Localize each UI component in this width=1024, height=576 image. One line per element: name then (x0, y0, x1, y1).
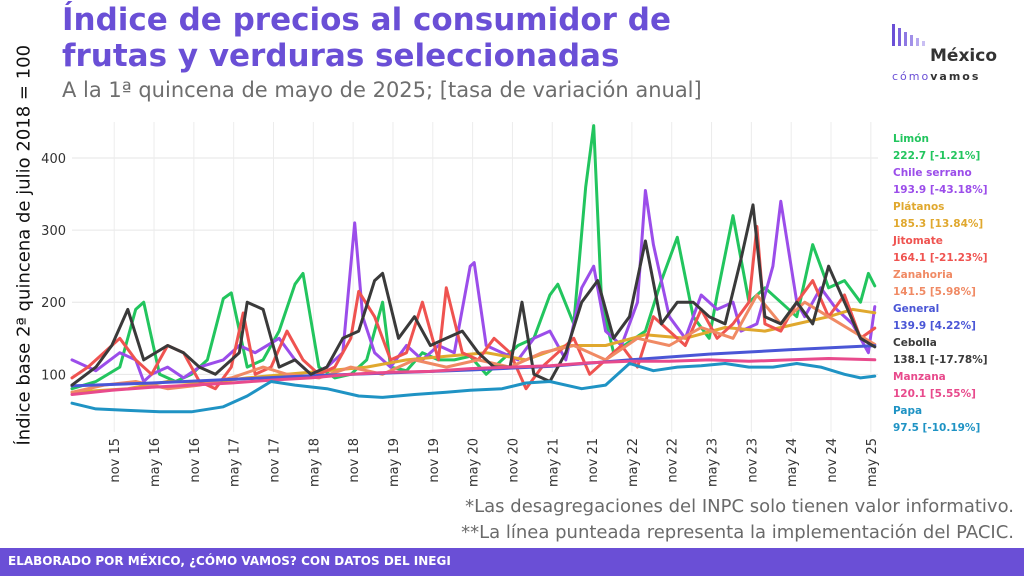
footer-text: ELABORADO POR MÉXICO, ¿CÓMO VAMOS? CON D… (8, 554, 451, 568)
footnotes: *Las desagregaciones del INPC solo tiene… (461, 494, 1014, 546)
x-tick-label: nov 16 (188, 438, 203, 483)
x-tick-label: may 23 (706, 438, 721, 487)
footer-bar: ELABORADO POR MÉXICO, ¿CÓMO VAMOS? CON D… (0, 548, 1024, 576)
series-line-cebolla (70, 203, 877, 387)
series-line-chile-serrano (70, 189, 877, 383)
x-tick-label: may 16 (148, 438, 163, 487)
series-line-manzana (70, 357, 877, 396)
x-tick-label: nov 17 (268, 438, 283, 483)
legend-series-name: Zanahoria (893, 269, 953, 281)
x-tick-label: may 18 (307, 438, 322, 487)
x-tick-label: may 17 (228, 438, 243, 487)
logo-subtitle: cómovamos (892, 70, 981, 83)
legend-series-value: 97.5 [-10.19%] (893, 422, 981, 434)
x-tick-label: may 22 (626, 438, 641, 487)
legend: Limón 222.7 [-1.21%] Chile serrano 193.9 [-… (893, 131, 1023, 437)
legend-series-value: 141.5 [5.98%] (893, 286, 976, 298)
note-2: **La línea punteada representa la implem… (461, 522, 1014, 543)
chart-title: Índice de precios al consumidor de fruta… (62, 2, 671, 74)
legend-series-name: Limón (893, 133, 929, 145)
chart-subtitle: A la 1ª quincena de mayo de 2025; [tasa … (62, 78, 702, 102)
x-tick-label: nov 21 (586, 438, 601, 483)
logo-word: México (930, 46, 997, 66)
x-tick-label: may 24 (785, 438, 800, 487)
series-line-jitomate (70, 225, 877, 391)
x-tick-label: may 20 (467, 438, 482, 487)
legend-series-name: Jitomate (893, 235, 943, 247)
series-line-papa (70, 362, 877, 414)
legend-series-name: Chile serrano (893, 167, 972, 179)
note-1: *Las desagregaciones del INPC solo tiene… (465, 496, 1014, 517)
x-tick-label: nov 18 (347, 438, 362, 483)
legend-series-name: Manzana (893, 371, 946, 383)
legend-series-name: Papa (893, 405, 923, 417)
legend-series-name: Cebolla (893, 337, 937, 349)
x-tick-label: nov 24 (825, 438, 840, 483)
legend-series-value: 139.9 [4.22%] (893, 320, 976, 332)
y-tick-label: 400 (41, 152, 66, 167)
legend-series-name: General (893, 303, 940, 315)
x-tick-label: nov 23 (745, 438, 760, 483)
x-tick-label: may 21 (546, 438, 561, 487)
legend-series-value: 222.7 [-1.21%] (893, 150, 981, 162)
legend-series-name: Plátanos (893, 201, 945, 213)
y-tick-label: 200 (41, 296, 66, 311)
legend-series-value: 120.1 [5.55%] (893, 388, 976, 400)
legend-series-value: 185.3 [13.84%] (893, 218, 984, 230)
y-tick-label: 100 (41, 368, 66, 383)
legend-series-value: 164.1 [-21.23%] (893, 252, 988, 264)
x-tick-label: may 19 (387, 438, 402, 487)
line-chart: 100 200 300 400 nov 15 may 16 nov 16 may 17 nov … (41, 122, 880, 487)
legend-series-value: 138.1 [-17.78%] (893, 354, 988, 366)
x-tick-label: may 25 (865, 438, 880, 487)
logo-bars-icon (892, 24, 925, 46)
x-tick-label: nov 22 (666, 438, 681, 483)
legend-series-value: 193.9 [-43.18%] (893, 184, 988, 196)
x-tick-label: nov 15 (108, 438, 123, 483)
x-tick-label: nov 20 (506, 438, 521, 483)
x-tick-label: nov 19 (427, 438, 442, 483)
y-tick-label: 300 (41, 224, 66, 239)
